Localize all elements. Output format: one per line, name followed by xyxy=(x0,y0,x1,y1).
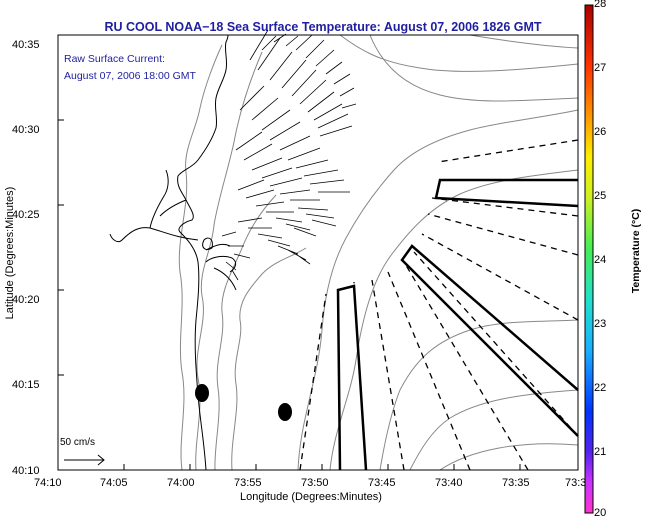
y-tick-label: 40:25 xyxy=(12,209,40,221)
x-tick-label: 73:35 xyxy=(502,477,530,489)
colorbar-tick-label: 23 xyxy=(594,318,607,330)
y-tick-label: 40:35 xyxy=(12,39,40,51)
colorbar-tick-label: 25 xyxy=(594,190,607,202)
x-tick-label: 74:05 xyxy=(100,477,128,489)
colorbar xyxy=(584,4,594,514)
colorbar-tick-label: 26 xyxy=(594,126,607,138)
annotation-line1: Raw Surface Current: xyxy=(64,53,165,65)
current-vectors xyxy=(221,29,357,281)
x-tick-label: 73:3 xyxy=(565,477,587,489)
x-tick-label: 73:55 xyxy=(234,477,262,489)
x-tick-label: 73:45 xyxy=(368,477,396,489)
y-tick-label: 40:10 xyxy=(12,465,40,477)
y-tick-label: 40:20 xyxy=(12,294,40,306)
x-tick-label: 73:50 xyxy=(301,477,329,489)
x-tick-label: 74:10 xyxy=(34,477,62,489)
coastline xyxy=(109,34,237,471)
colorbar-tick-label: 21 xyxy=(594,446,607,458)
y-tick-label: 40:15 xyxy=(12,379,40,391)
plot-frame xyxy=(57,34,579,471)
scale-vector xyxy=(64,454,105,466)
x-tick-label: 73:40 xyxy=(435,477,463,489)
map-title: RU COOL NOAA−18 Sea Surface Temperature:… xyxy=(104,20,542,34)
colorbar-tick-label: 24 xyxy=(594,254,607,266)
y-tick-label: 40:30 xyxy=(12,124,40,136)
radar-site-marker xyxy=(195,384,209,402)
depth-contours xyxy=(178,34,579,471)
scale-label: 50 cm/s xyxy=(60,437,96,448)
axis-ticks xyxy=(57,34,521,471)
annotation-line2: August 07, 2006 18:00 GMT xyxy=(64,70,196,82)
colorbar-tick-label: 27 xyxy=(594,62,607,74)
colorbar-tick-label: 22 xyxy=(594,382,607,394)
x-tick-label: 74:00 xyxy=(167,477,195,489)
colorbar-tick-label: 20 xyxy=(594,507,607,519)
x-axis-label: Longitude (Degrees:Minutes) xyxy=(240,491,382,503)
radar-beams xyxy=(336,178,579,471)
colorbar-tick-label: 28 xyxy=(594,0,607,10)
radar-site-marker xyxy=(278,403,292,421)
